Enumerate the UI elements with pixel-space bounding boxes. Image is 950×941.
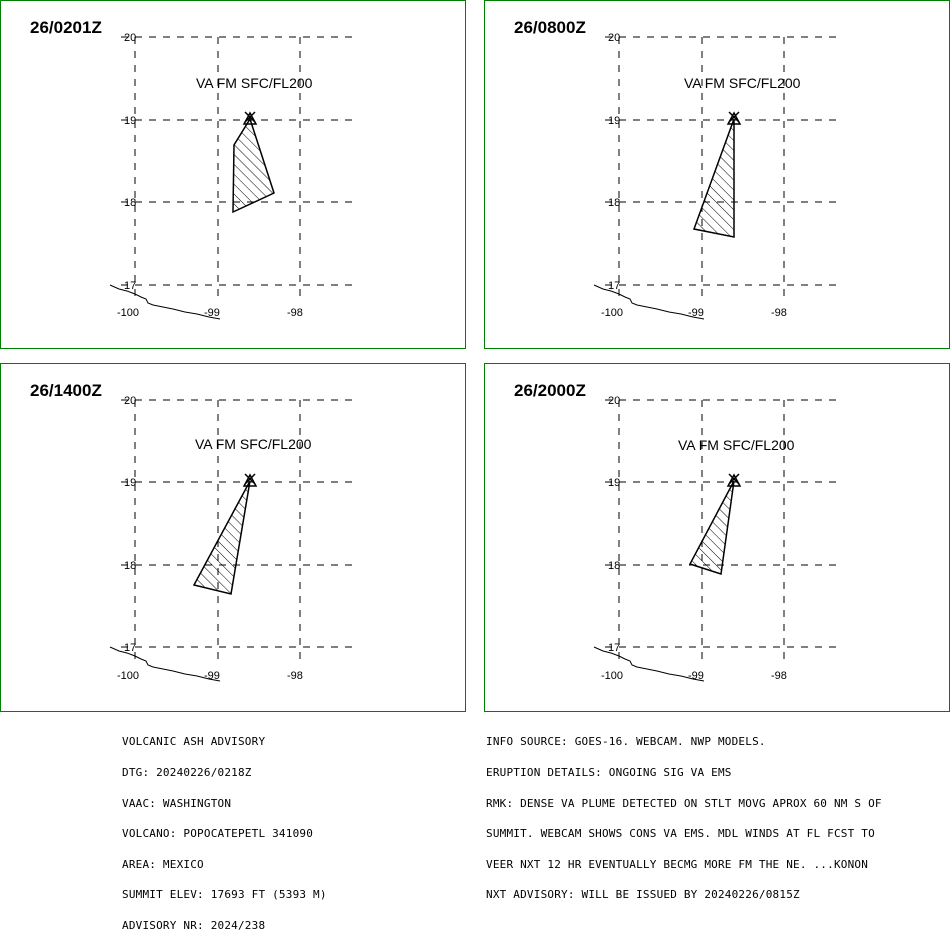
lat-label-18: 18 [124, 197, 136, 209]
level-label: VA FM SFC/FL200 [195, 436, 312, 452]
advisory-line: INFO SOURCE: GOES-16. WEBCAM. NWP MODELS… [486, 735, 766, 749]
lat-label-17: 17 [124, 280, 136, 292]
advisory-header-block: VOLCANIC ASH ADVISORY DTG: 20240226/0218… [122, 717, 327, 941]
ash-polygon [692, 118, 735, 238]
advisory-line: RMK: DENSE VA PLUME DETECTED ON STLT MOV… [486, 796, 882, 810]
panel-valid-time: 26/2000Z [514, 381, 586, 400]
lon-label-98: -98 [287, 670, 303, 682]
advisory-line: VEER NXT 12 HR EVENTUALLY BECMG MORE FM … [486, 857, 869, 871]
coastline [109, 646, 221, 682]
volcano-icon [242, 111, 258, 125]
lat-label-20: 20 [608, 395, 620, 407]
advisory-line: VAAC: WASHINGTON [122, 796, 232, 810]
lat-label-20: 20 [124, 32, 136, 44]
ash-polygon [688, 480, 735, 575]
panel-valid-time: 26/1400Z [30, 381, 102, 400]
advisory-line: VOLCANIC ASH ADVISORY [122, 735, 266, 749]
advisory-remarks-block: INFO SOURCE: GOES-16. WEBCAM. NWP MODELS… [486, 717, 882, 911]
volcano-icon [242, 473, 258, 487]
coastline [109, 284, 221, 320]
coastline [593, 284, 705, 320]
lat-label-18: 18 [608, 197, 620, 209]
panel-map-svg: 20 19 18 17 -100 -99 -98 VA FM SFC/FL200 [593, 32, 840, 320]
panel-valid-time: 26/0800Z [514, 18, 586, 37]
ash-polygon [232, 117, 275, 214]
lat-label-20: 20 [608, 32, 620, 44]
advisory-line: SUMMIT ELEV: 17693 FT (5393 M) [122, 888, 327, 902]
map-panel-2: 26/0800Z 20 19 18 17 -100 -99 -98 VA FM … [484, 0, 950, 349]
lat-label-19: 19 [124, 477, 136, 489]
lat-label-17: 17 [608, 280, 620, 292]
lon-label-98: -98 [287, 307, 303, 319]
lat-label-19: 19 [608, 115, 620, 127]
lon-label-98: -98 [771, 670, 787, 682]
lat-label-17: 17 [124, 642, 136, 654]
lon-label-100: -100 [601, 670, 623, 682]
advisory-line: VOLCANO: POPOCATEPETL 341090 [122, 827, 314, 841]
lat-label-19: 19 [608, 477, 620, 489]
advisory-line: NXT ADVISORY: WILL BE ISSUED BY 20240226… [486, 888, 800, 902]
lon-label-98: -98 [771, 307, 787, 319]
lat-label-18: 18 [608, 560, 620, 572]
ash-polygon [192, 480, 251, 595]
advisory-line: ADVISORY NR: 2024/238 [122, 918, 266, 932]
lon-label-100: -100 [601, 307, 623, 319]
lat-label-19: 19 [124, 115, 136, 127]
map-panel-4: 26/2000Z 20 19 18 17 -100 -99 -98 VA FM … [484, 363, 950, 712]
panel-map-svg: 20 19 18 17 -100 -99 -98 VA FM SFC/FL200 [593, 395, 840, 682]
panel-valid-time: 26/0201Z [30, 18, 102, 37]
panel-map-svg: 20 19 18 17 -100 -99 -98 VA FM SFC/FL200 [109, 32, 356, 320]
advisory-line: ERUPTION DETAILS: ONGOING SIG VA EMS [486, 766, 732, 779]
volcano-icon [726, 111, 742, 125]
level-label: VA FM SFC/FL200 [196, 75, 313, 91]
lat-label-20: 20 [124, 395, 136, 407]
advisory-line: AREA: MEXICO [122, 857, 204, 871]
lon-label-99: -99 [204, 307, 220, 319]
lon-label-100: -100 [117, 670, 139, 682]
panel-map-svg: 20 19 18 17 -100 -99 -98 VA FM SFC/FL200 [109, 395, 356, 682]
volcano-icon [726, 473, 742, 487]
lon-label-99: -99 [688, 307, 704, 319]
lon-label-100: -100 [117, 307, 139, 319]
lat-label-17: 17 [608, 642, 620, 654]
level-label: VA FM SFC/FL200 [678, 437, 795, 453]
advisory-line: DTG: 20240226/0218Z [122, 766, 252, 779]
coastline [593, 646, 705, 682]
grid-lines [121, 399, 356, 664]
level-label: VA FM SFC/FL200 [684, 75, 801, 91]
map-panel-3: 26/1400Z 20 19 18 17 -100 -99 -98 VA FM … [0, 363, 466, 712]
lat-label-18: 18 [124, 560, 136, 572]
map-panel-1: 26/0201Z 20 19 18 17 -100 -99 -98 VA FM … [0, 0, 466, 349]
grid-lines [605, 399, 840, 664]
advisory-line: SUMMIT. WEBCAM SHOWS CONS VA EMS. MDL WI… [486, 827, 875, 841]
